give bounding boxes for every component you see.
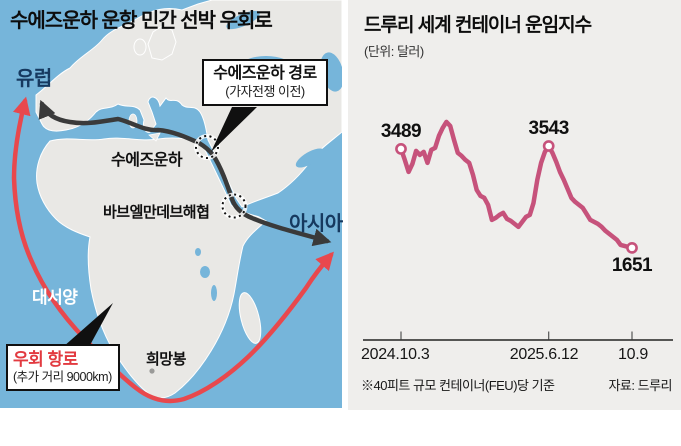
chart-value-label: 1651 [611, 254, 653, 276]
label-cape-of-good-hope: 희망봉 [146, 351, 186, 368]
suez-route-callout-title: 수에즈운하 경로 [213, 65, 317, 82]
label-bab-el-mandeb: 바브엘만데브해협 [103, 204, 210, 221]
detour-route-callout-title: 우회 항로 [13, 350, 78, 369]
map-title: 수에즈운하 운항 민간 선박 우회로 [10, 10, 273, 32]
cape-dot [149, 368, 155, 374]
detour-route-callout: 우회 항로 (추가 거리 9000km) [6, 344, 120, 392]
detour-route-callout-subtitle: (추가 거리 9000km) [13, 370, 112, 385]
suez-detour-map-panel: 수에즈운하 운항 민간 선박 우회로 유럽 수에즈운하 바브엘만데브해협 아시아… [0, 0, 343, 408]
chart-value-label: 3543 [528, 117, 570, 139]
x-tick-label-start: 2024.10.3 [361, 346, 430, 363]
suez-callout-pointer [211, 107, 257, 152]
label-asia: 아시아 [289, 213, 343, 235]
detour-callout-pointer [63, 303, 113, 347]
freight-index-line [398, 119, 635, 251]
lake-victoria [200, 266, 210, 278]
chart-footnote: ※40피트 규모 컨테이너(FEU)당 기준 [361, 378, 555, 393]
x-tick-label-end: 10.9 [618, 346, 648, 363]
data-point-marker [542, 140, 555, 152]
detour-route-line [11, 96, 334, 404]
suez-route-callout: 수에즈운하 경로 (가자전쟁 이전) [202, 59, 328, 106]
chart-title: 드루리 세계 컨테이너 운임지수 [364, 15, 592, 36]
label-europe: 유럽 [16, 68, 52, 90]
x-tick-label-mid: 2025.6.12 [509, 346, 579, 363]
land-britain [147, 25, 177, 61]
baltic-sea [226, 10, 260, 30]
freight-index-panel: 드루리 세계 컨테이너 운임지수 (단위: 달러) 2024.10.3 2025… [348, 0, 681, 410]
label-atlantic-ocean: 대서양 [32, 288, 78, 307]
data-point-marker [626, 241, 638, 254]
suez-route-callout-subtitle: (가자전쟁 이전) [225, 84, 305, 99]
data-point-marker [395, 142, 407, 155]
chart-source: 자료: 드루리 [608, 378, 672, 393]
freight-index-chart [363, 119, 673, 341]
chart-value-label: 3489 [380, 120, 422, 142]
chart-unit-label: (단위: 달러) [364, 44, 424, 59]
label-suez-canal: 수에즈운하 [111, 152, 183, 169]
lake-tanganyika [211, 285, 217, 301]
land-madagascar [238, 292, 262, 344]
land-ireland [133, 38, 147, 56]
lake-chad [195, 248, 201, 256]
bab-el-mandeb-ring [221, 193, 247, 219]
suez-canal-ring [195, 135, 219, 159]
